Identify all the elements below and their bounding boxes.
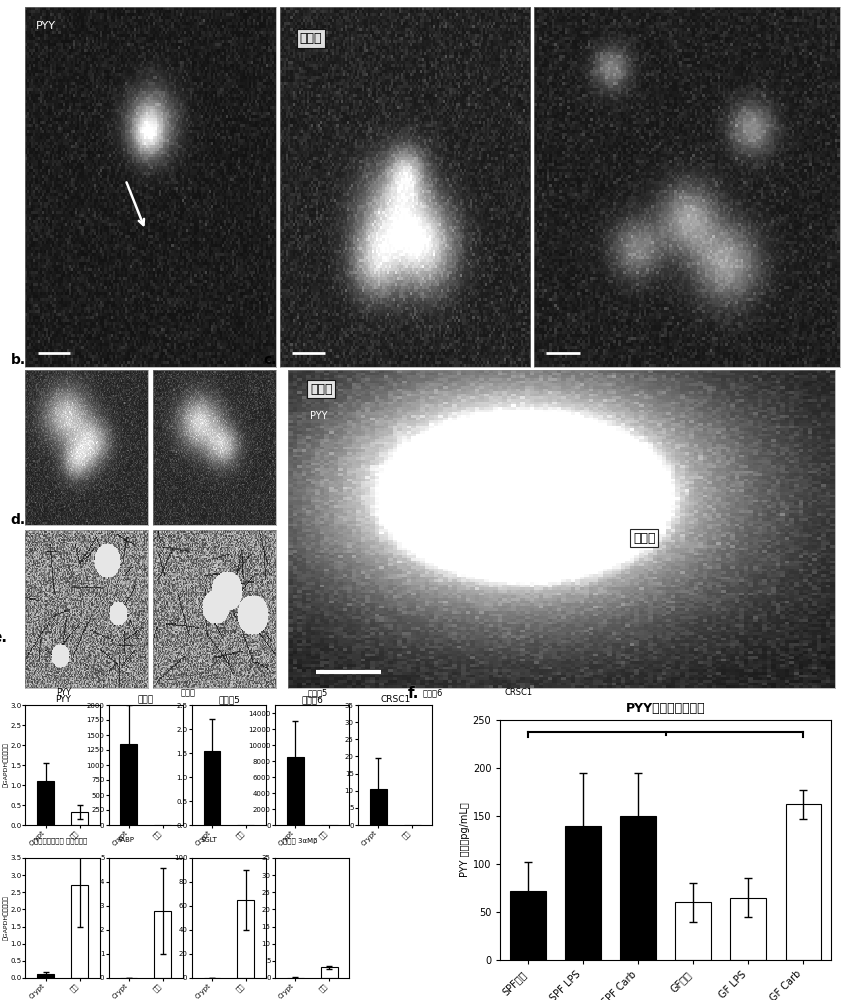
Bar xyxy=(37,974,54,978)
Bar xyxy=(204,751,220,825)
Y-axis label: 与GAPDH的相对表达: 与GAPDH的相对表达 xyxy=(3,896,8,940)
Title: 溶菌酵: 溶菌酵 xyxy=(137,695,154,704)
Bar xyxy=(321,967,338,978)
Text: 前胰高血糖素原 神经降压素: 前胰高血糖素原 神经降压素 xyxy=(34,837,87,844)
Text: f.: f. xyxy=(408,686,419,701)
Bar xyxy=(510,891,546,960)
Text: SGLT: SGLT xyxy=(200,837,217,843)
Text: 溶菌酶: 溶菌酶 xyxy=(300,32,322,45)
Bar xyxy=(71,812,88,825)
Bar xyxy=(370,789,387,825)
Text: PYY: PYY xyxy=(310,411,327,421)
Bar xyxy=(620,816,656,960)
Title: CRSC1: CRSC1 xyxy=(380,695,410,704)
Y-axis label: PYY 水度（pg/mL）: PYY 水度（pg/mL） xyxy=(460,803,470,877)
Title: 隐窩素5: 隐窩素5 xyxy=(218,695,240,704)
Bar xyxy=(675,902,711,960)
Text: 隐窩素5: 隐窩素5 xyxy=(308,688,328,697)
Text: 隐窩素6: 隐窩素6 xyxy=(422,688,443,697)
Title: PYY从离体组织释放: PYY从离体组织释放 xyxy=(626,702,706,715)
Text: FABP: FABP xyxy=(117,837,134,843)
Text: c.: c. xyxy=(264,353,277,367)
Text: CRSC1: CRSC1 xyxy=(505,688,533,697)
Y-axis label: 与GAPDH的相对表达: 与GAPDH的相对表达 xyxy=(3,743,8,787)
Text: a.: a. xyxy=(5,0,21,3)
Text: PYY: PYY xyxy=(56,688,71,697)
Text: 溶菌酶: 溶菌酶 xyxy=(310,383,332,396)
Bar xyxy=(730,898,767,960)
Bar xyxy=(237,900,254,978)
Bar xyxy=(565,826,601,960)
Bar xyxy=(785,804,822,960)
Bar xyxy=(37,781,54,825)
Bar xyxy=(120,744,137,825)
Text: PYY: PYY xyxy=(36,21,55,31)
Bar xyxy=(71,885,88,978)
Text: 蔗糖酶 3αMβ: 蔗糖酶 3αMβ xyxy=(283,837,318,844)
Text: 溶菌酵: 溶菌酵 xyxy=(181,688,196,697)
Bar xyxy=(287,757,304,825)
Text: e.: e. xyxy=(0,630,8,645)
Bar xyxy=(154,911,171,978)
Text: 细胞核: 细胞核 xyxy=(633,532,656,545)
Title: 隐窩素6: 隐窩素6 xyxy=(301,695,323,704)
Text: b.: b. xyxy=(11,353,25,367)
Text: d.: d. xyxy=(11,513,25,527)
Title: PYY: PYY xyxy=(55,695,70,704)
